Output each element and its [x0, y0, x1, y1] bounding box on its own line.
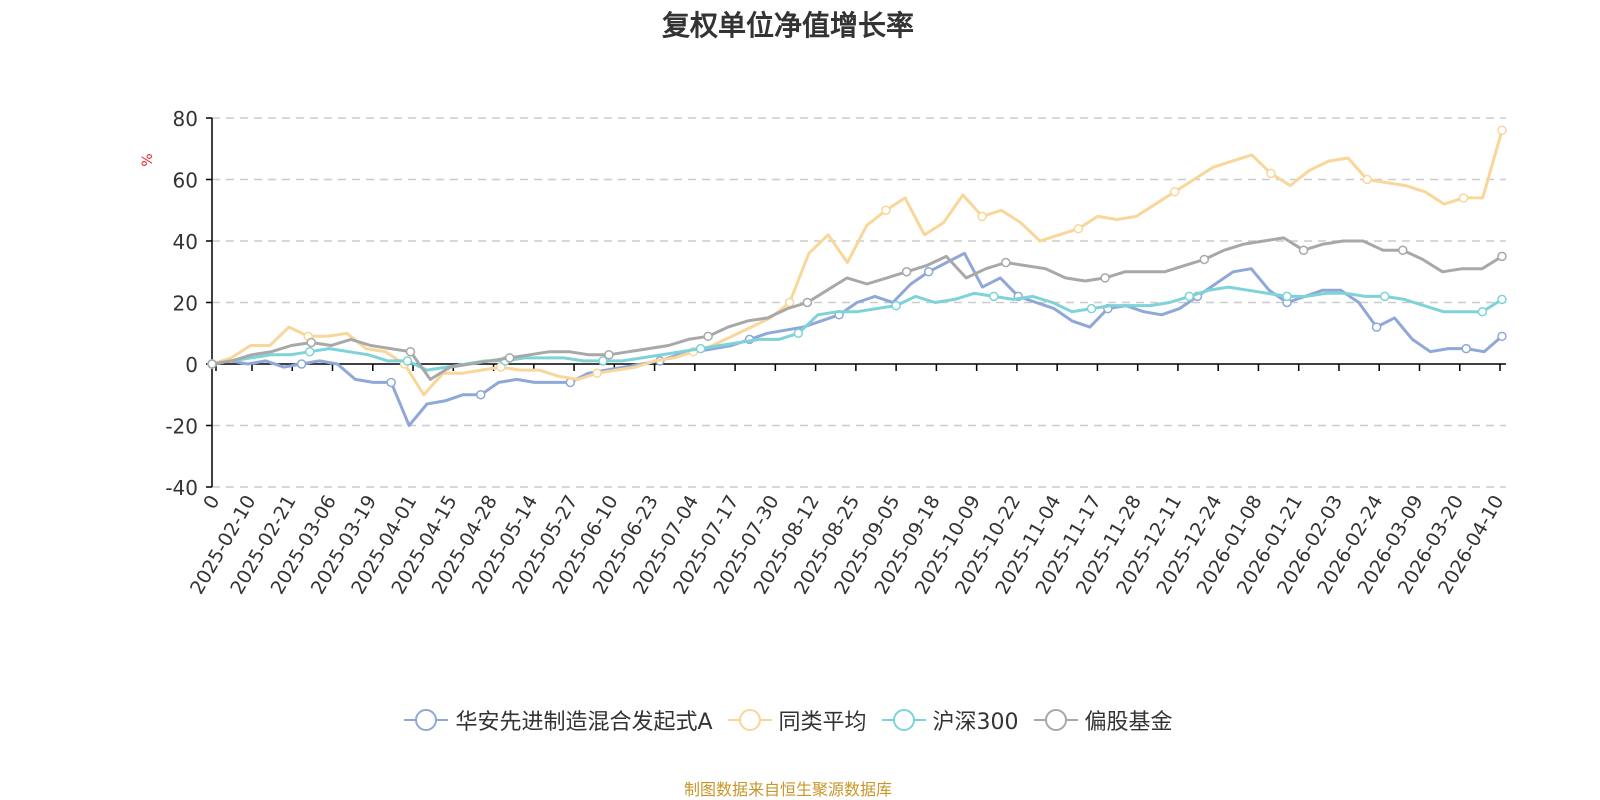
data-point: [1073, 223, 1084, 234]
data-point: [802, 297, 813, 308]
data-point: [1458, 193, 1469, 203]
data-point: [1001, 257, 1011, 268]
y-tick-label: -20: [165, 415, 198, 439]
data-point: [703, 331, 713, 342]
data-point: [476, 390, 486, 400]
data-point: [923, 267, 934, 277]
axes: 806040200-20-4002025-02-102025-02-212025…: [165, 107, 1508, 598]
data-point: [496, 362, 506, 372]
data-point: [304, 346, 315, 357]
data-point: [1086, 303, 1097, 314]
data-point: [881, 205, 891, 215]
legend-item[interactable]: 同类平均: [727, 704, 867, 736]
data-point: [901, 267, 912, 277]
data-point: [386, 377, 396, 388]
data-point: [604, 350, 614, 360]
x-tick-label: 0: [199, 492, 224, 513]
source-note: 制图数据来自恒生聚源数据库: [683, 780, 892, 799]
series-lines: [207, 125, 1507, 427]
legend-item[interactable]: 华安先进制造混合发起式A: [403, 704, 713, 736]
y-tick-label: 80: [173, 107, 198, 131]
data-point: [1497, 125, 1507, 136]
legend-marker-icon: [1033, 709, 1078, 731]
data-point: [1461, 343, 1471, 354]
data-point: [1169, 187, 1180, 197]
data-point: [989, 291, 999, 302]
data-point: [1497, 251, 1507, 262]
data-point: [695, 343, 706, 354]
y-tick-label: 20: [173, 292, 198, 316]
data-point: [1298, 245, 1309, 255]
data-point: [1371, 322, 1382, 332]
data-point: [977, 211, 987, 222]
data-point: [891, 300, 901, 311]
data-point: [1497, 331, 1507, 342]
series-line: [211, 236, 1503, 381]
y-tick-label: 0: [185, 353, 198, 377]
data-point: [402, 356, 413, 366]
legend-item[interactable]: 沪深300: [881, 704, 1019, 736]
series-line: [211, 251, 1503, 427]
data-point: [1379, 291, 1390, 302]
legend-label: 同类平均: [778, 710, 867, 735]
data-point: [1477, 306, 1488, 317]
legend-marker-icon: [727, 709, 772, 731]
series-line: [211, 129, 1504, 397]
data-point: [1266, 168, 1276, 179]
legend-label: 华安先进制造混合发起式A: [455, 710, 713, 735]
data-point: [1497, 294, 1507, 305]
chart-title: 复权单位净值增长率: [661, 9, 914, 42]
data-point: [405, 346, 416, 357]
data-point: [1398, 245, 1408, 255]
legend-label: 沪深300: [932, 710, 1019, 735]
data-point: [306, 337, 316, 348]
data-point: [1184, 291, 1195, 302]
y-axis-label: %: [140, 153, 156, 166]
data-point: [598, 356, 608, 366]
legend-marker-icon: [881, 709, 926, 731]
data-point: [504, 353, 515, 363]
data-point: [296, 359, 307, 369]
data-point: [1362, 174, 1372, 185]
data-point: [1100, 273, 1110, 283]
y-tick-label: 60: [173, 169, 198, 193]
legend-item[interactable]: 偏股基金: [1033, 704, 1173, 736]
data-point: [1282, 291, 1292, 302]
data-point: [784, 297, 795, 308]
legend-label: 偏股基金: [1084, 710, 1173, 735]
y-tick-label: 40: [173, 230, 198, 254]
data-point: [592, 368, 602, 378]
legend-marker-icon: [404, 709, 449, 731]
data-point: [793, 328, 804, 338]
data-point: [1199, 254, 1210, 265]
y-tick-label: -40: [165, 476, 198, 500]
data-point: [207, 359, 217, 369]
legend: 华安先进制造混合发起式A 同类平均 沪深300 偏股基金: [0, 704, 1576, 736]
